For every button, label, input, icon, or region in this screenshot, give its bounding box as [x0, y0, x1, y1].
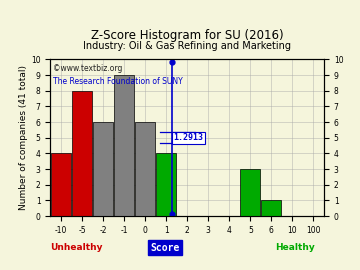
Bar	[240, 169, 260, 216]
Title: Z-Score Histogram for SU (2016): Z-Score Histogram for SU (2016)	[91, 29, 284, 42]
Text: Healthy: Healthy	[275, 243, 315, 252]
Bar	[51, 153, 71, 216]
Text: The Research Foundation of SUNY: The Research Foundation of SUNY	[53, 77, 183, 86]
Text: Unhealthy: Unhealthy	[50, 243, 103, 252]
Bar	[261, 200, 282, 216]
Bar	[156, 153, 176, 216]
Bar	[114, 75, 134, 216]
Text: Industry: Oil & Gas Refining and Marketing: Industry: Oil & Gas Refining and Marketi…	[83, 41, 291, 51]
Bar	[135, 122, 155, 216]
Bar	[72, 91, 92, 216]
Text: 1.2913: 1.2913	[173, 133, 203, 142]
Text: ©www.textbiz.org: ©www.textbiz.org	[53, 64, 122, 73]
Y-axis label: Number of companies (41 total): Number of companies (41 total)	[19, 65, 28, 210]
Bar	[93, 122, 113, 216]
Text: Score: Score	[150, 243, 180, 253]
